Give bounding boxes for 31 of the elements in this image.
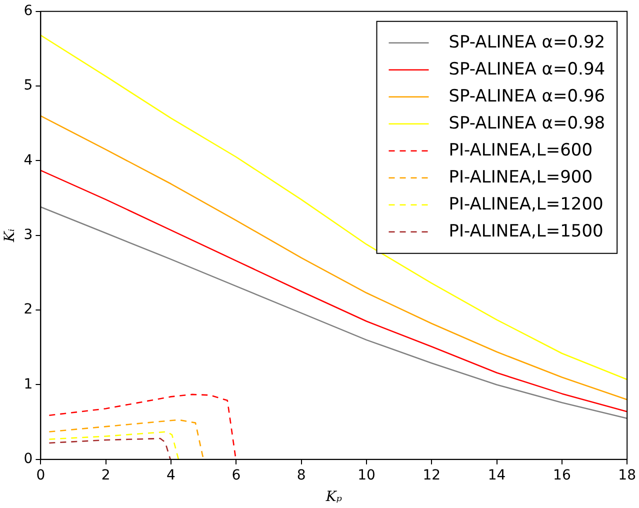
x-tick-label: 8 xyxy=(296,467,306,484)
y-tick-label: 4 xyxy=(24,152,33,168)
legend-label: SP-ALINEA α=0.92 xyxy=(448,32,606,52)
legend-label: SP-ALINEA α=0.96 xyxy=(448,86,606,106)
y-axis-title: Kᵢ xyxy=(2,228,18,244)
legend-label: PI-ALINEA,L=1500 xyxy=(448,221,604,242)
legend-label: SP-ALINEA α=0.98 xyxy=(448,113,606,134)
x-tick-label: 2 xyxy=(101,467,110,484)
line-series xyxy=(48,394,236,460)
x-tick-label: 0 xyxy=(36,467,46,484)
x-tick-label: 18 xyxy=(618,467,636,484)
x-tick-label: 16 xyxy=(553,467,571,484)
y-tick-label: 2 xyxy=(24,302,33,318)
x-axis-title: Kₚ xyxy=(324,489,342,506)
y-tick-label: 3 xyxy=(24,227,33,244)
y-tick-label: 1 xyxy=(24,376,33,392)
y-tick-label: 6 xyxy=(24,3,33,20)
legend-label: SP-ALINEA α=0.94 xyxy=(448,59,606,80)
x-tick-label: 6 xyxy=(232,467,241,484)
line-series xyxy=(48,431,180,460)
line-series xyxy=(48,419,204,460)
y-tick-label: 5 xyxy=(24,78,33,94)
x-tick-label: 14 xyxy=(488,467,506,484)
x-tick-label: 10 xyxy=(358,467,376,484)
legend-label: PI-ALINEA,L=600 xyxy=(448,140,593,160)
legend-label: PI-ALINEA,L=1200 xyxy=(448,194,604,214)
x-tick-label: 12 xyxy=(422,467,441,484)
line-series xyxy=(48,438,172,460)
y-tick-label: 0 xyxy=(24,451,33,468)
x-tick-label: 4 xyxy=(166,467,176,484)
legend-label: PI-ALINEA,L=900 xyxy=(448,167,593,188)
